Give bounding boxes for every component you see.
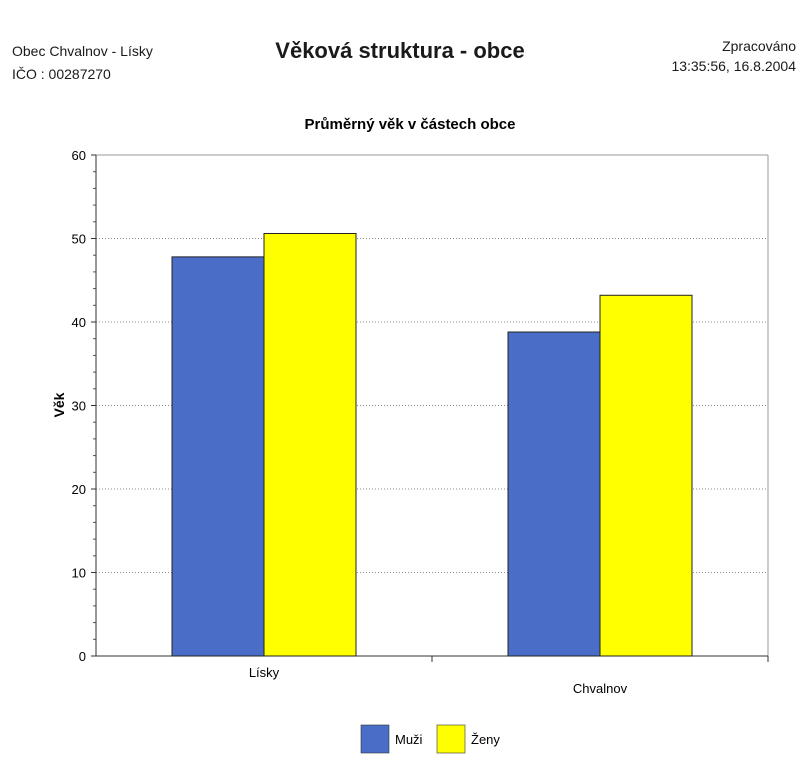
org-info: Obec Chvalnov - Lísky IČO : 00287270 [12,40,153,86]
legend-swatch [436,724,466,754]
legend-swatch [360,724,390,754]
bar [507,331,601,657]
y-tick-label: 40 [72,315,86,330]
y-tick-label: 30 [72,399,86,414]
page-title: Věková struktura - obce [275,38,525,63]
y-tick-label: 60 [72,148,86,163]
y-tick-label: 0 [79,649,86,664]
bars [171,232,693,657]
y-tick-label: 20 [72,482,86,497]
chart-title: Průměrný věk v částech obce [305,116,516,133]
x-tick-label: Chvalnov [573,681,628,696]
legend-label: Muži [395,732,423,747]
processed-info: Zpracováno 13:35:56, 16.8.2004 [671,36,796,76]
legend-label: Ženy [471,732,500,747]
bar [171,256,265,657]
x-tick-labels: Lísky Chvalnov [249,665,628,696]
org-id: IČO : 00287270 [12,66,111,82]
bar [263,232,357,657]
org-name: Obec Chvalnov - Lísky [12,43,153,59]
x-tick-label: Lísky [249,665,280,680]
processed-label: Zpracováno [722,38,796,54]
y-tick-labels: 0 10 20 30 40 50 60 [72,148,86,664]
legend: Muži Ženy [360,724,500,754]
y-axis-label: Věk [51,392,67,417]
processed-timestamp: 13:35:56, 16.8.2004 [671,58,796,74]
y-tick-label: 50 [72,232,86,247]
bar [599,294,693,657]
y-tick-label: 10 [72,566,86,581]
